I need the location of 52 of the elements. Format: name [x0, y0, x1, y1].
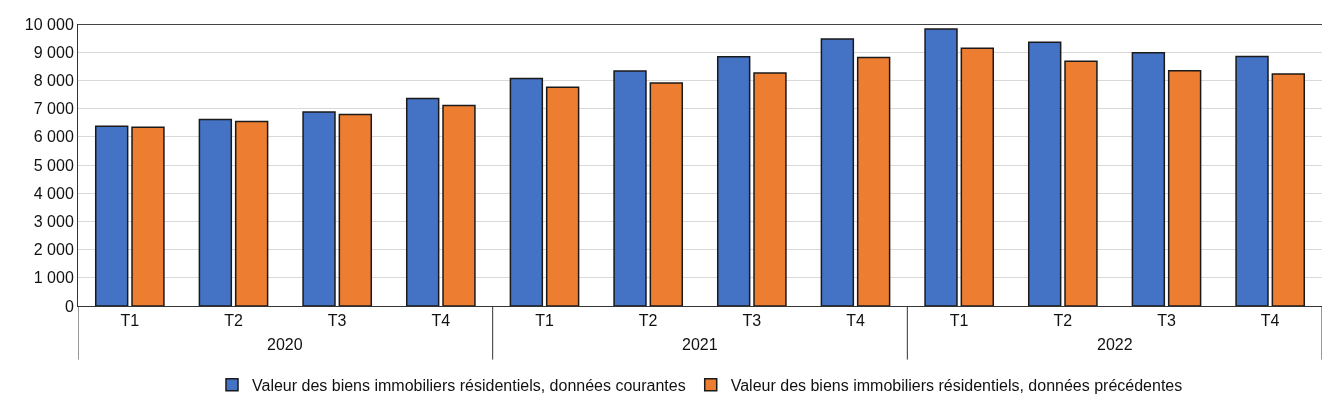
- x-tick-label: T4: [431, 312, 451, 330]
- bar: [509, 77, 544, 306]
- bar: [613, 70, 647, 306]
- bar: [1167, 70, 1202, 306]
- x-tick-label: T1: [949, 312, 969, 330]
- bar: [856, 56, 891, 306]
- bar: [1271, 73, 1306, 306]
- y-tick-label: 6 000: [33, 128, 74, 146]
- y-tick-label: 9 000: [33, 43, 74, 61]
- x-tick-label: T2: [224, 312, 243, 330]
- x-tick-label: T2: [638, 312, 658, 330]
- bar: [1235, 55, 1269, 306]
- bar: [94, 125, 129, 306]
- bar: [198, 118, 233, 306]
- y-tick-label: 5 000: [33, 156, 74, 174]
- bar: [442, 104, 476, 306]
- bar: [338, 113, 373, 306]
- bar: [1064, 60, 1098, 306]
- legend-label: Valeur des biens immobiliers résidentiels, données courantes: [252, 377, 686, 395]
- bar: [405, 97, 440, 306]
- y-tick-label: 7 000: [33, 100, 74, 118]
- x-tick-label: T3: [1157, 312, 1176, 330]
- x-tick-label: T2: [1053, 312, 1073, 330]
- y-tick-label: 2 000: [33, 241, 74, 259]
- x-tick-label: T3: [742, 312, 762, 330]
- x-tick-label: T4: [846, 312, 865, 330]
- y-tick-label: 3 000: [33, 213, 74, 230]
- y-tick-label: 0: [64, 297, 74, 315]
- bar: [924, 28, 958, 306]
- y-tick-label: 1 000: [33, 269, 74, 287]
- y-tick-label: 8 000: [33, 72, 74, 89]
- bar: [234, 120, 269, 306]
- text: 2021: [682, 336, 718, 353]
- bar: [1131, 52, 1166, 306]
- bar: [649, 82, 684, 306]
- text: 2022: [1097, 336, 1133, 353]
- bar: [960, 47, 995, 306]
- bar: [131, 126, 165, 306]
- y-tick-label: 10 000: [24, 15, 74, 33]
- bar: [753, 72, 787, 306]
- bar: [1027, 41, 1062, 306]
- x-tick-label: T1: [120, 312, 140, 330]
- text: 2020: [267, 336, 303, 353]
- x-tick-label: T1: [535, 312, 554, 330]
- bar: [545, 86, 580, 306]
- bar: [820, 38, 855, 306]
- legend-label: Valeur des biens immobiliers résidentiels, données précédentes: [730, 377, 1183, 395]
- x-tick-label: T3: [327, 312, 347, 330]
- bar: [716, 55, 751, 306]
- x-tick-label: T4: [1260, 312, 1280, 330]
- y-tick-label: 4 000: [33, 184, 74, 202]
- bar: [302, 111, 336, 306]
